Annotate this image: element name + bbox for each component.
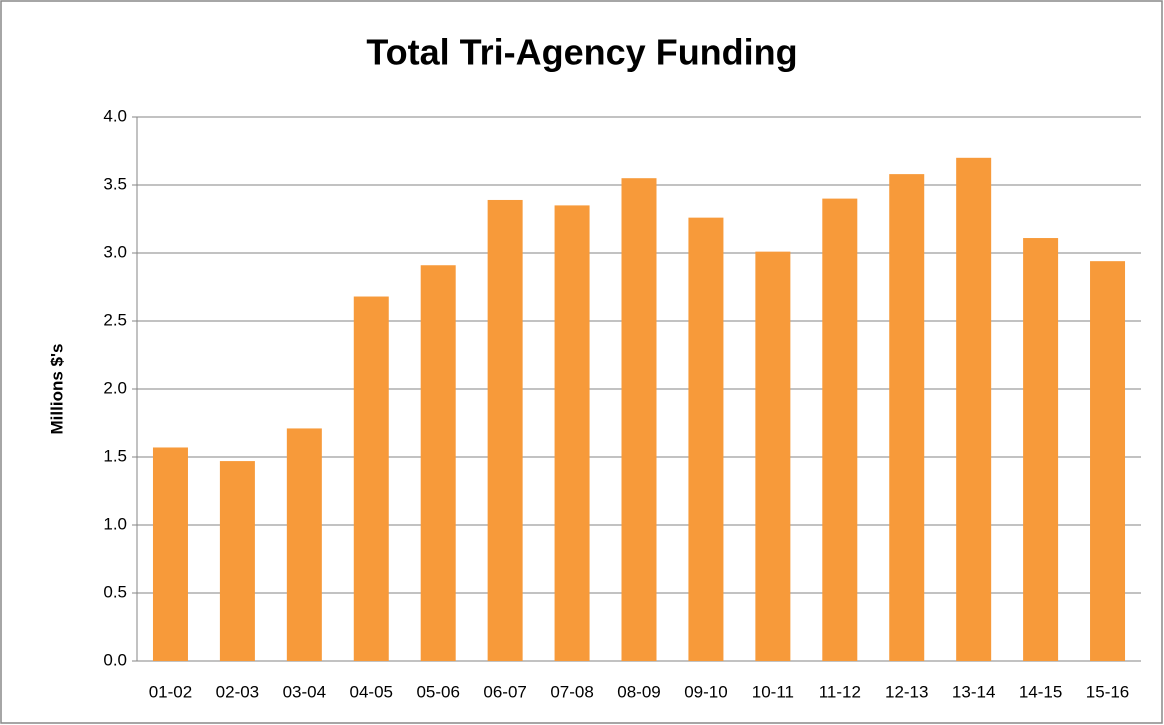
bar: [286, 428, 322, 661]
x-tick-label: 08-09: [617, 682, 660, 701]
y-tick-label: 3.5: [103, 174, 127, 193]
bar: [956, 157, 992, 662]
bar: [621, 178, 657, 661]
y-tick-label: 0.0: [103, 650, 127, 669]
y-tick-label: 2.0: [103, 378, 127, 397]
bar: [755, 251, 791, 661]
bar: [688, 217, 724, 661]
x-tick-label: 03-04: [283, 682, 326, 701]
x-tick-label: 14-15: [1019, 682, 1062, 701]
chart-title: Total Tri-Agency Funding: [366, 32, 797, 73]
x-tick-label: 07-08: [550, 682, 593, 701]
bar: [1023, 238, 1059, 662]
y-tick-label: 3.0: [103, 242, 127, 261]
y-tick-label: 2.5: [103, 310, 127, 329]
x-tick-label: 06-07: [483, 682, 526, 701]
x-tick-label: 15-16: [1086, 682, 1129, 701]
x-tick-label: 09-10: [684, 682, 727, 701]
bar: [1090, 261, 1126, 661]
y-tick-label: 1.0: [103, 514, 127, 533]
bar: [353, 296, 389, 661]
x-tick-label: 01-02: [149, 682, 192, 701]
x-tick-label: 02-03: [216, 682, 259, 701]
x-tick-label: 13-14: [952, 682, 995, 701]
bar: [554, 205, 590, 661]
bar: [420, 265, 456, 661]
bar: [822, 198, 858, 661]
bar: [889, 174, 925, 661]
x-tick-label: 04-05: [350, 682, 393, 701]
x-tick-label: 10-11: [752, 682, 794, 701]
y-tick-label: 0.5: [103, 582, 127, 601]
x-tick-label: 12-13: [885, 682, 928, 701]
bar: [219, 461, 255, 661]
bar: [152, 447, 188, 661]
y-tick-label: 1.5: [103, 446, 127, 465]
bar: [487, 199, 523, 661]
x-tick-label: 11-12: [819, 682, 861, 701]
x-tick-label: 05-06: [416, 682, 459, 701]
y-tick-label: 4.0: [103, 106, 127, 125]
y-axis-label: Millions $'s: [47, 344, 66, 435]
